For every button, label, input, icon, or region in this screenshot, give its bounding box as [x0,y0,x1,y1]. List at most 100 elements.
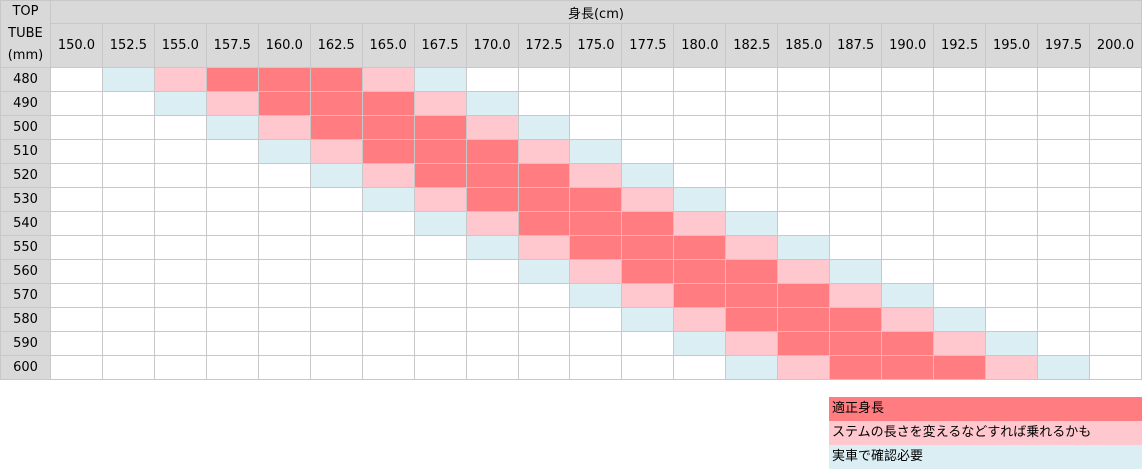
top-tube-row-header: 550 [0,235,51,260]
cell-empty [881,115,935,140]
table-row: 480 [0,67,1142,92]
cell-empty [569,115,623,140]
cell-fit [621,259,675,284]
cell-adjust [621,187,675,212]
cell-check [413,67,467,92]
cell-empty [673,163,727,188]
cell-empty [413,235,467,260]
cell-empty [101,355,155,380]
cell-empty [309,331,363,356]
cell-empty [673,91,727,116]
cell-empty [49,163,103,188]
cell-empty [153,331,207,356]
cell-empty [153,211,207,236]
cell-empty [1037,235,1091,260]
cell-adjust [621,283,675,308]
cell-empty [413,259,467,284]
cell-empty [621,139,675,164]
cell-empty [829,163,883,188]
cell-fit [361,139,415,164]
cell-adjust [777,355,831,380]
cell-empty [881,211,935,236]
height-column-headers: 150.0 152.5 155.0 157.5 160.0 162.5 165.0 167.5… [1,23,1142,68]
cell-check [517,115,571,140]
cell-adjust [881,307,935,332]
cell-fit [517,163,571,188]
cell-fit [569,187,623,212]
cell-empty [829,91,883,116]
cell-fit [361,115,415,140]
top-tube-row-header: 540 [0,211,51,236]
cell-empty [153,139,207,164]
cell-check [1037,355,1091,380]
cell-fit [725,283,779,308]
height-column-header: 162.5 [309,23,363,68]
cell-empty [101,91,155,116]
cell-empty [465,259,519,284]
height-column-header: 167.5 [413,23,467,68]
cell-check [361,187,415,212]
height-header-title: 身長(cm) [49,0,1142,25]
cell-check [309,163,363,188]
cell-empty [829,67,883,92]
table-row: 500 [0,115,1142,140]
top-tube-row-header: 580 [0,307,51,332]
cell-check [621,163,675,188]
cell-empty [361,235,415,260]
cell-empty [49,187,103,212]
cell-empty [1089,211,1142,236]
cell-empty [725,163,779,188]
height-column-header: 155.0 [153,23,207,68]
top-tube-row-header: 490 [0,91,51,116]
cell-empty [985,259,1039,284]
cell-empty [673,139,727,164]
cell-empty [361,211,415,236]
cell-adjust [413,187,467,212]
cell-adjust [153,67,207,92]
top-tube-row-header: 600 [0,355,51,380]
cell-empty [309,211,363,236]
height-column-header: 157.5 [205,23,259,68]
cell-empty [49,355,103,380]
cell-fit [777,307,831,332]
cell-empty [153,163,207,188]
cell-empty [777,163,831,188]
cell-empty [361,331,415,356]
cell-empty [517,331,571,356]
cell-check [829,259,883,284]
cell-empty [985,283,1039,308]
cell-empty [465,355,519,380]
cell-empty [257,163,311,188]
cell-empty [829,211,883,236]
cell-empty [933,283,987,308]
cell-empty [153,355,207,380]
corner-line-tube: TUBE [8,26,43,41]
cell-empty [101,115,155,140]
cell-fit [309,67,363,92]
table-row: 490 [0,91,1142,116]
cell-fit [257,91,311,116]
cell-empty [1037,307,1091,332]
cell-empty [1089,163,1142,188]
cell-empty [465,283,519,308]
cell-adjust [517,235,571,260]
corner-header: TOP TUBE (mm) [0,0,51,68]
height-column-header: 195.0 [985,23,1039,68]
cell-empty [777,211,831,236]
height-column-header: 182.5 [725,23,779,68]
height-column-header: 165.0 [361,23,415,68]
cell-empty [777,91,831,116]
cell-empty [829,115,883,140]
cell-empty [725,187,779,212]
cell-empty [621,91,675,116]
cell-fit [569,211,623,236]
cell-empty [465,331,519,356]
cell-empty [517,355,571,380]
cell-empty [413,283,467,308]
cell-fit [777,283,831,308]
cell-fit [465,187,519,212]
corner-line-unit: (mm) [7,48,44,63]
cell-empty [1037,283,1091,308]
cell-empty [205,139,259,164]
cell-empty [933,259,987,284]
